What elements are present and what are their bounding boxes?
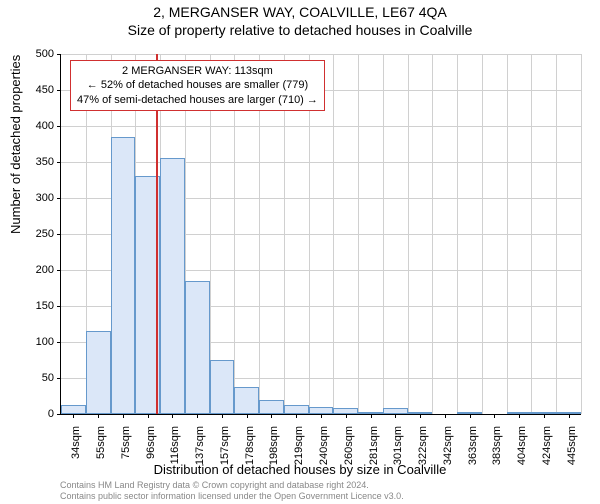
- ytick-label: 300: [0, 192, 54, 204]
- xtick-mark: [271, 414, 272, 418]
- gridline-v: [333, 54, 334, 414]
- xtick-mark: [470, 414, 471, 418]
- xtick-mark: [544, 414, 545, 418]
- xtick-label: 34sqm: [70, 426, 82, 459]
- xtick-mark: [73, 414, 74, 418]
- gridline-v: [531, 54, 532, 414]
- gridline-v: [408, 54, 409, 414]
- gridline-h: [61, 126, 581, 127]
- gridline-v: [383, 54, 384, 414]
- gridline-v: [556, 54, 557, 414]
- xtick-label: 96sqm: [145, 426, 157, 459]
- ytick-mark: [57, 126, 61, 127]
- page-title-sub: Size of property relative to detached ho…: [0, 22, 600, 38]
- xtick-mark: [420, 414, 421, 418]
- xtick-label: 363sqm: [467, 426, 479, 465]
- xtick-mark: [123, 414, 124, 418]
- ytick-mark: [57, 342, 61, 343]
- xtick-mark: [172, 414, 173, 418]
- ytick-mark: [57, 198, 61, 199]
- xtick-label: 55sqm: [95, 426, 107, 459]
- ytick-label: 50: [0, 372, 54, 384]
- gridline-h: [61, 54, 581, 55]
- ytick-label: 100: [0, 336, 54, 348]
- xtick-mark: [321, 414, 322, 418]
- xtick-label: 260sqm: [343, 426, 355, 465]
- gridline-h: [61, 162, 581, 163]
- xtick-label: 445sqm: [566, 426, 578, 465]
- xtick-label: 137sqm: [194, 426, 206, 465]
- histogram-bar: [284, 405, 309, 414]
- ytick-label: 150: [0, 300, 54, 312]
- xtick-label: 75sqm: [120, 426, 132, 459]
- xtick-label: 301sqm: [392, 426, 404, 465]
- xtick-label: 240sqm: [318, 426, 330, 465]
- ytick-label: 400: [0, 120, 54, 132]
- callout-line: 47% of semi-detached houses are larger (…: [77, 93, 318, 107]
- gridline-v: [581, 54, 582, 414]
- ytick-label: 0: [0, 408, 54, 420]
- page-title-main: 2, MERGANSER WAY, COALVILLE, LE67 4QA: [0, 4, 600, 20]
- xtick-mark: [296, 414, 297, 418]
- histogram-bar: [259, 400, 284, 414]
- ytick-label: 250: [0, 228, 54, 240]
- xtick-label: 424sqm: [541, 426, 553, 465]
- histogram-bar: [185, 281, 210, 414]
- ytick-mark: [57, 270, 61, 271]
- histogram-bar: [86, 331, 111, 414]
- xtick-mark: [569, 414, 570, 418]
- xtick-label: 404sqm: [516, 426, 528, 465]
- xtick-mark: [494, 414, 495, 418]
- ytick-mark: [57, 162, 61, 163]
- histogram-bar: [309, 407, 334, 414]
- histogram-bar: [61, 405, 86, 414]
- ytick-label: 500: [0, 48, 54, 60]
- xtick-label: 157sqm: [219, 426, 231, 465]
- gridline-v: [432, 54, 433, 414]
- ytick-label: 200: [0, 264, 54, 276]
- ytick-mark: [57, 54, 61, 55]
- histogram-bar: [210, 360, 235, 414]
- xtick-mark: [346, 414, 347, 418]
- gridline-v: [358, 54, 359, 414]
- xtick-label: 198sqm: [268, 426, 280, 465]
- xtick-mark: [395, 414, 396, 418]
- ytick-label: 350: [0, 156, 54, 168]
- ytick-label: 450: [0, 84, 54, 96]
- xtick-mark: [519, 414, 520, 418]
- ytick-mark: [57, 234, 61, 235]
- xtick-mark: [371, 414, 372, 418]
- histogram-bar: [111, 137, 136, 414]
- callout-box: 2 MERGANSER WAY: 113sqm← 52% of detached…: [70, 60, 325, 111]
- xtick-label: 281sqm: [368, 426, 380, 465]
- xtick-label: 383sqm: [491, 426, 503, 465]
- xtick-label: 342sqm: [442, 426, 454, 465]
- gridline-v: [482, 54, 483, 414]
- ytick-mark: [57, 414, 61, 415]
- xtick-mark: [222, 414, 223, 418]
- xtick-label: 219sqm: [293, 426, 305, 465]
- footer-attribution: Contains HM Land Registry data © Crown c…: [60, 480, 404, 502]
- footer-line-1: Contains HM Land Registry data © Crown c…: [60, 480, 404, 491]
- ytick-mark: [57, 378, 61, 379]
- xtick-label: 116sqm: [169, 426, 181, 464]
- histogram-bar: [160, 158, 185, 414]
- xtick-label: 178sqm: [244, 426, 256, 465]
- xtick-mark: [98, 414, 99, 418]
- gridline-v: [457, 54, 458, 414]
- callout-line: ← 52% of detached houses are smaller (77…: [77, 78, 318, 92]
- callout-line: 2 MERGANSER WAY: 113sqm: [77, 64, 318, 78]
- ytick-mark: [57, 90, 61, 91]
- xtick-mark: [148, 414, 149, 418]
- xtick-mark: [197, 414, 198, 418]
- xtick-mark: [445, 414, 446, 418]
- xtick-mark: [247, 414, 248, 418]
- gridline-v: [507, 54, 508, 414]
- histogram-bar: [234, 387, 259, 414]
- ytick-mark: [57, 306, 61, 307]
- xtick-label: 322sqm: [417, 426, 429, 465]
- y-axis-label: Number of detached properties: [8, 55, 23, 234]
